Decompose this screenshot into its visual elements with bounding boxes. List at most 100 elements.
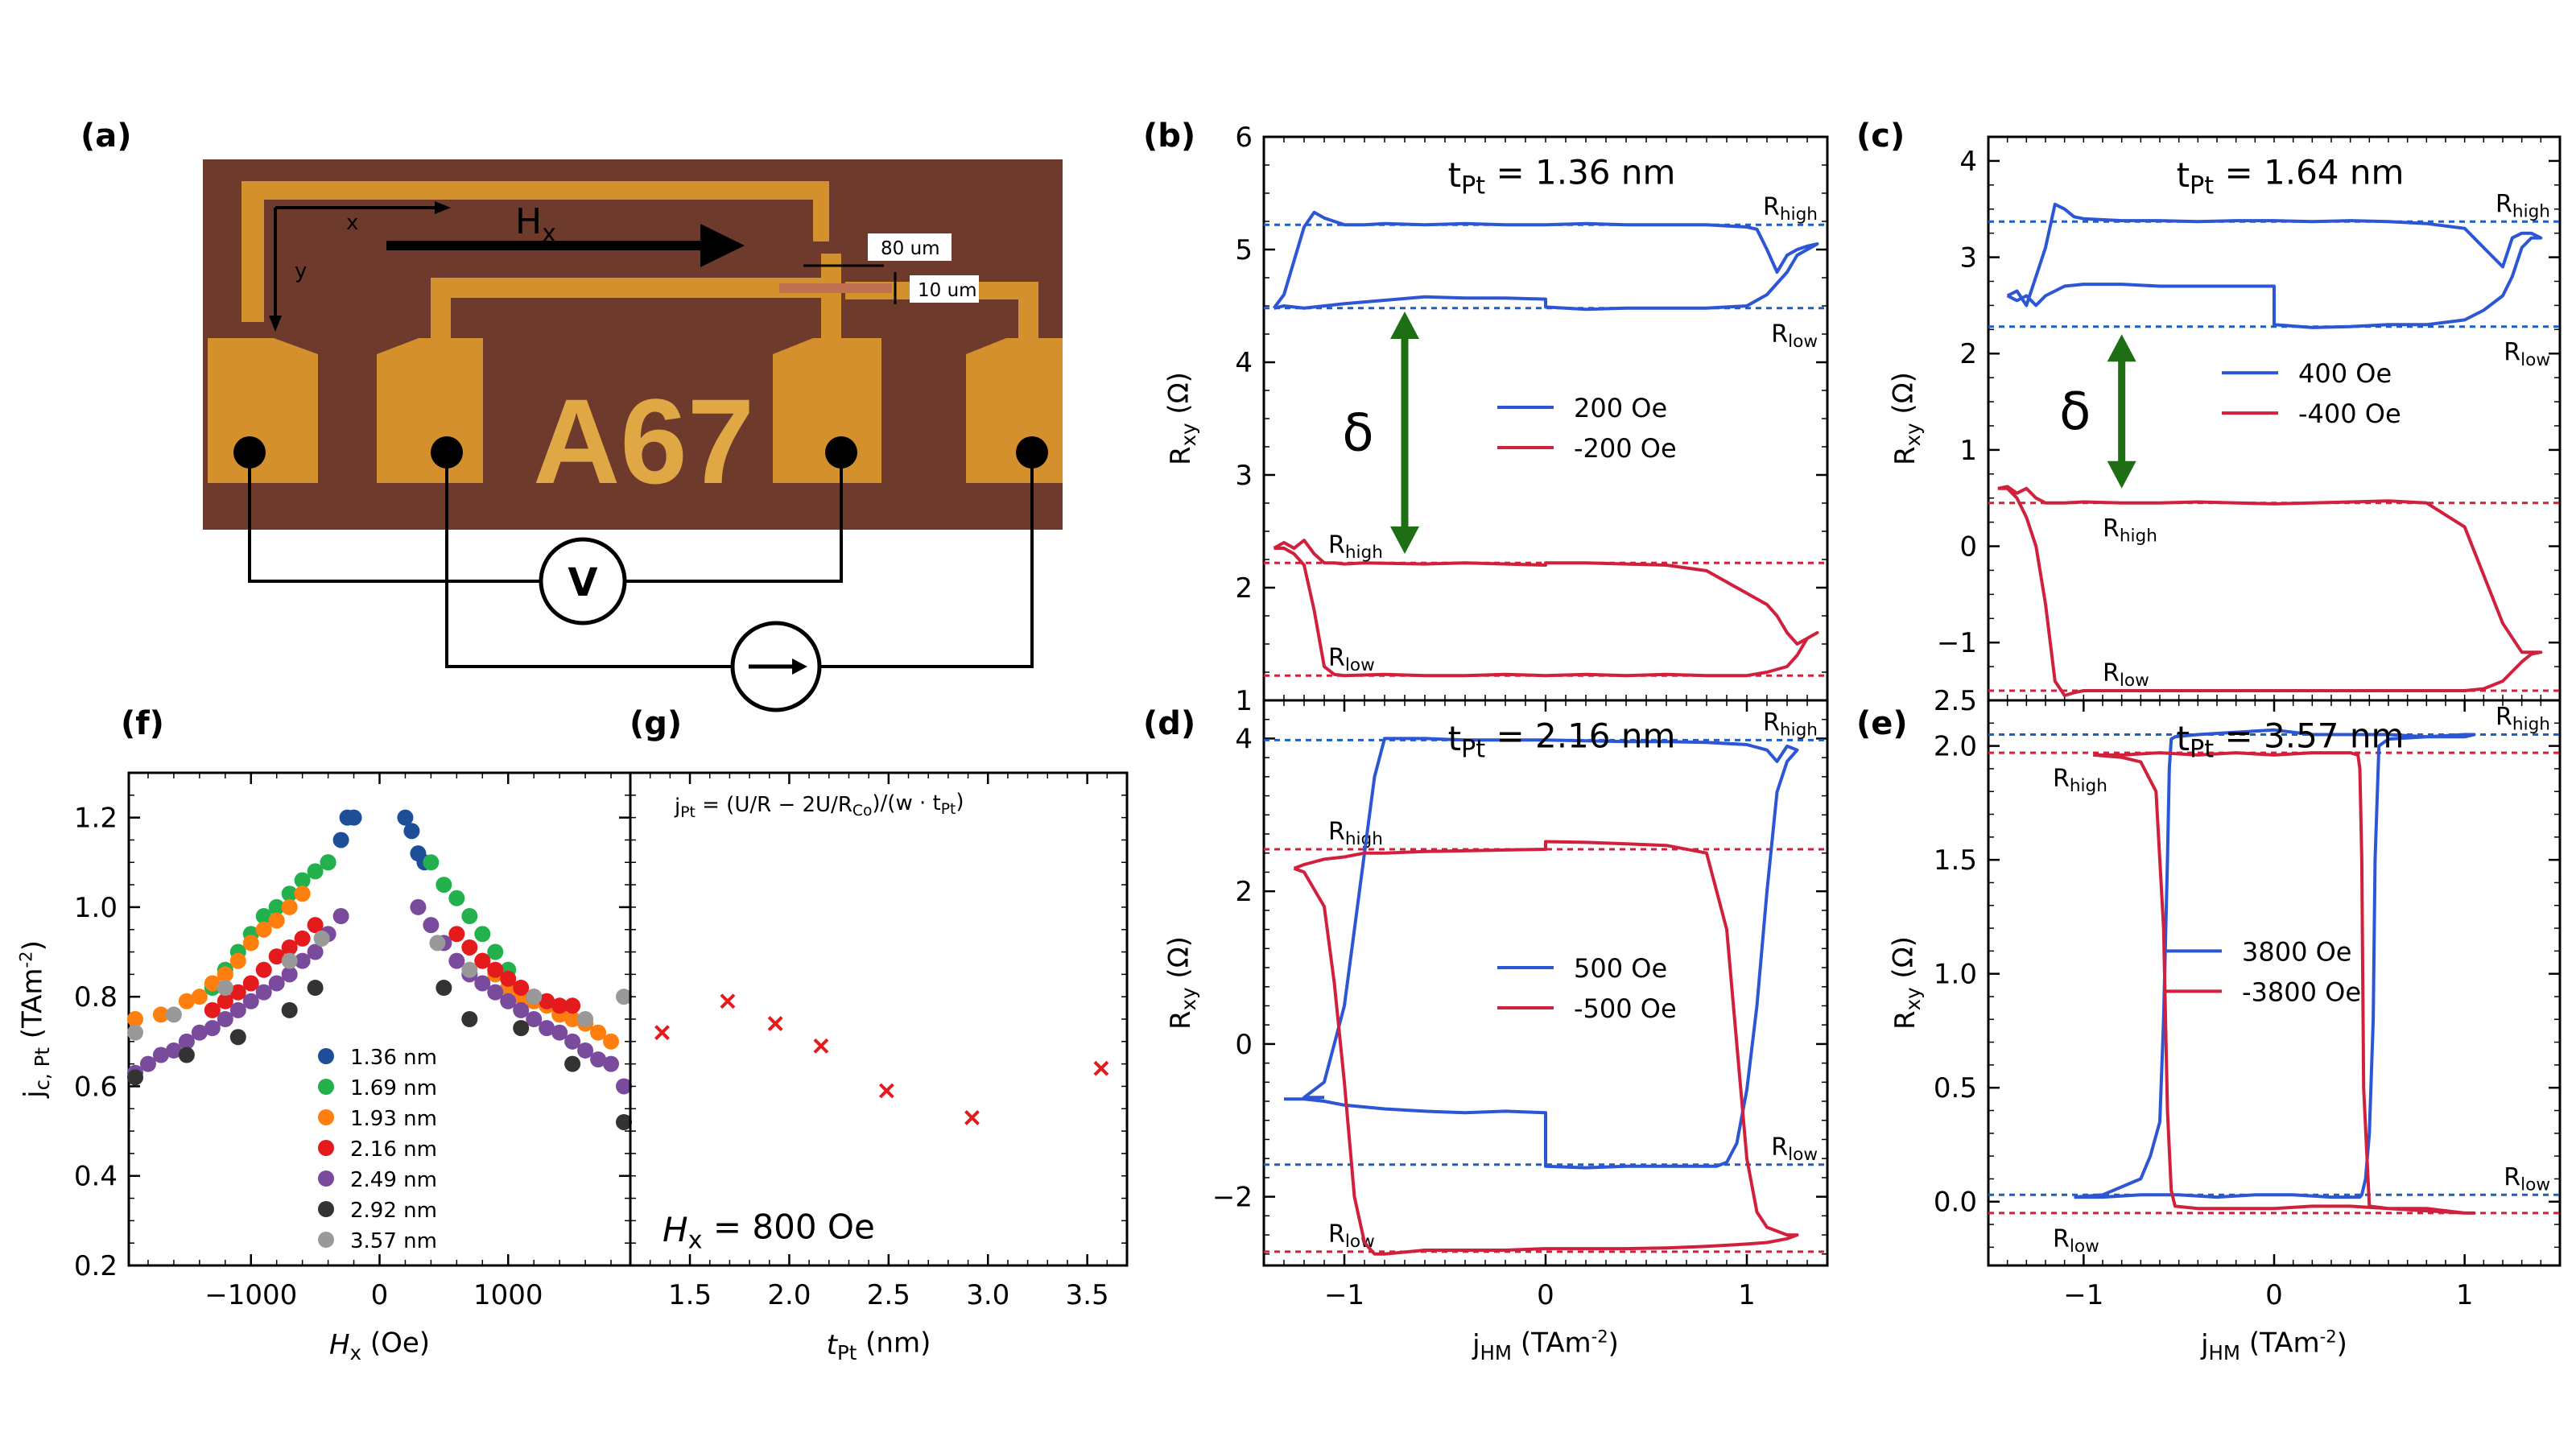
y-axis-label-c-part: (Ω): [1887, 372, 1919, 423]
plot-frame-g: [629, 771, 1129, 1267]
data-point-f: [152, 1046, 169, 1063]
ref-label-d-part: high: [1780, 720, 1818, 740]
pad-4: [966, 338, 1063, 483]
ref-label-e-part: low: [2070, 1236, 2099, 1257]
data-point-f: [526, 1011, 543, 1027]
x-tick-label-g-part: 3.0: [966, 1279, 1009, 1311]
data-point-f: [487, 961, 504, 978]
data-point-f: [229, 984, 246, 1001]
y-axis-label-d: Rxy (Ω): [1162, 936, 1200, 1030]
pad-2: [377, 338, 483, 483]
data-point-f: [539, 993, 555, 1009]
y-tick-label-e: 1.5: [1934, 844, 1977, 877]
series-line-e: [2074, 728, 2476, 1199]
field-annotation: Hx = 800 Oe: [663, 1208, 875, 1255]
ref-label-e-part: R: [2504, 1163, 2520, 1191]
y-tick-label-b: 5: [1235, 234, 1253, 266]
x-axis-label-e-part: ): [2337, 1328, 2347, 1360]
data-point-f: [474, 926, 491, 943]
voltmeter: [539, 537, 627, 625]
data-point-f: [242, 975, 259, 992]
y-tick-label-b: 4: [1235, 347, 1253, 379]
legend-label-c-part: -400 Oe: [2298, 398, 2401, 429]
x-axis-label-d-part: -2: [1591, 1327, 1608, 1347]
ref-label-e-part: high: [2512, 715, 2550, 735]
ref-label-e: Rhigh: [2496, 703, 2550, 734]
y-axis-label-b-part: R: [1165, 446, 1197, 465]
data-point-f: [217, 966, 233, 983]
chart-title-c-part: = 1.64 nm: [2214, 153, 2404, 192]
delta-arrow-head-bottom: [1390, 526, 1419, 554]
field-annotation-part: = 800 Oe: [703, 1208, 875, 1247]
data-point-f: [500, 993, 517, 1009]
series-line-b: [1272, 210, 1819, 312]
data-point-g: [720, 993, 736, 1009]
current-source-arrow-head: [792, 658, 807, 675]
ref-label-c-part: low: [2120, 671, 2149, 691]
chart-title-c: tPt = 1.64 nm: [2177, 153, 2405, 200]
x-tick-label-g: 1.5: [668, 1279, 712, 1311]
y-tick-label-b-part: 4: [1235, 347, 1253, 379]
panel-label-a: (a): [80, 118, 132, 155]
data-point-f: [500, 970, 517, 987]
legend-label-b-part: 200 Oe: [1574, 393, 1667, 423]
legend-label-f: 2.92 nm: [350, 1199, 437, 1223]
y-tick-extra-c-part: 2.5: [1934, 685, 1977, 717]
y-tick-label-c: 2: [1959, 338, 1977, 370]
x-axis-label-e: jHM (TAm-2): [2200, 1327, 2347, 1364]
y-axis-label-c-part: xy: [1901, 423, 1925, 446]
y-axis-label-f-part: c, Pt: [31, 1047, 54, 1091]
data-point-g: [813, 1038, 829, 1054]
y-axis-label-f: jc, Pt (TAm-2): [16, 940, 54, 1099]
dim-80-label: 80 um: [881, 238, 940, 259]
ref-label-c: Rhigh: [2496, 190, 2550, 221]
legend-label-f: 2.16 nm: [350, 1137, 437, 1162]
x-tick-label-g: 2.5: [867, 1279, 910, 1311]
series-line-b: [1273, 539, 1819, 678]
x-tick-label-e-part: −1: [2063, 1279, 2103, 1311]
ref-label-b: Rlow: [1328, 644, 1375, 675]
hall-bar: [779, 283, 892, 293]
ref-label-b-part: low: [1345, 655, 1375, 675]
legend-label-c: 400 Oe: [2298, 358, 2392, 389]
chart-title-d-part: Pt: [1461, 735, 1485, 763]
formula-label-part: j: [674, 795, 680, 819]
data-point-f: [242, 935, 259, 952]
y-tick-extra-c: 2.5: [1934, 685, 1977, 717]
y-tick-label-d: 2: [1235, 876, 1253, 908]
y-tick-label-d: 0: [1235, 1029, 1253, 1061]
data-point-f: [178, 1033, 195, 1050]
formula-label-part: Co: [852, 803, 873, 819]
data-point-f: [551, 997, 568, 1014]
legend-marker-f: [318, 1079, 334, 1095]
delta-label-part: δ: [1342, 404, 1373, 464]
y-axis-label-c-part: R: [1889, 446, 1922, 465]
legend-label-f: 3.57 nm: [350, 1229, 437, 1253]
legend-label-b: -200 Oe: [1574, 433, 1677, 464]
legend-label-b-part: -200 Oe: [1574, 433, 1677, 464]
x-axis-label-d-part: j: [1472, 1329, 1480, 1361]
data-point-f: [577, 1011, 594, 1027]
chart-title-d-part: = 2.16 nm: [1485, 716, 1675, 756]
legend-label-f-part: 2.49 nm: [350, 1168, 437, 1192]
data-point-f: [281, 886, 298, 902]
legend-marker-f: [318, 1201, 334, 1217]
data-point-f: [461, 1011, 478, 1027]
panel-label-e-part: (e): [1856, 705, 1908, 742]
y-tick-label-f: 0.6: [74, 1071, 118, 1103]
ref-label-c-part: high: [2120, 526, 2157, 547]
data-point-f: [294, 952, 311, 969]
y-tick-label-f: 0.4: [74, 1161, 118, 1193]
data-point-f: [564, 1055, 581, 1072]
y-tick-label-c-part: 0: [1959, 531, 1977, 564]
y-tick-label-f: 1.0: [74, 892, 118, 924]
data-point-f: [436, 877, 452, 894]
data-point-f: [152, 1006, 169, 1023]
legend-label-f-part: 2.16 nm: [350, 1137, 437, 1162]
series-line-d: [1284, 737, 1799, 1170]
data-point-f: [204, 1020, 221, 1037]
ref-label-d-part: R: [1763, 708, 1780, 737]
chart-title-b-part: Pt: [1461, 171, 1485, 200]
y-axis-label-e-part: (Ω): [1887, 936, 1919, 987]
